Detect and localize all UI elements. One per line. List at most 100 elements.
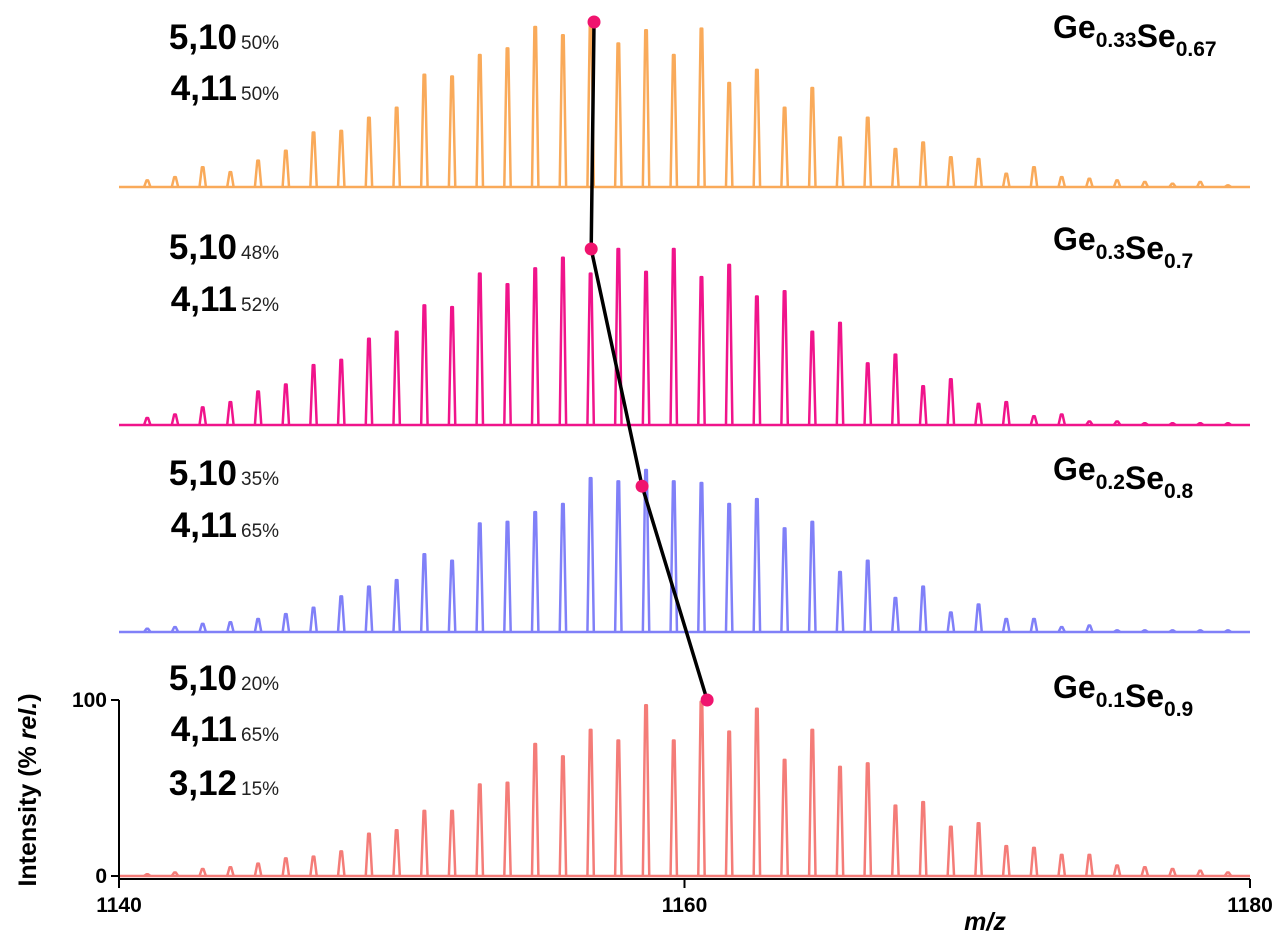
formula-subscript: 0.3 <box>1096 241 1125 264</box>
spectrum-peak <box>530 510 540 633</box>
spectrum-peak <box>946 825 956 877</box>
spectrum-peak <box>336 595 346 633</box>
formula-element: Ge <box>1053 9 1096 45</box>
spectrum-peak <box>697 481 706 633</box>
series-formula: Ge0.3Se0.7 <box>1053 221 1193 273</box>
formula-element: Se <box>1125 230 1164 266</box>
spectrum-peak <box>253 390 263 426</box>
spectrum-peak <box>1140 865 1150 877</box>
spectrum-4 <box>119 700 1250 878</box>
spectrum-peak <box>1113 629 1122 634</box>
spectrum-peak <box>281 612 291 633</box>
spectrum-peak <box>724 730 734 877</box>
spectrum-peak <box>143 872 152 878</box>
spectrum-peak <box>142 179 152 188</box>
composition-percent: 35% <box>241 469 279 490</box>
spectrum-peak <box>1085 624 1094 633</box>
spectrum-peak <box>336 358 346 426</box>
spectrum-peak <box>1223 871 1233 877</box>
spectrum-peak <box>697 27 706 188</box>
spectrum-peak <box>447 809 457 877</box>
spectrum-peak <box>835 570 845 633</box>
spectrum-peak <box>780 106 790 188</box>
spectrum-peak <box>613 42 623 188</box>
spectrum-peak <box>974 603 984 633</box>
spectrum-peak <box>1112 864 1122 877</box>
composition-label: 5,10 <box>169 228 237 267</box>
max-peak-marker <box>700 693 714 707</box>
spectrum-peak <box>447 75 457 188</box>
y-axis-title-main: Intensity (% <box>14 739 42 886</box>
y-tick-label: 100 <box>72 689 107 712</box>
composition-label: 3,12 <box>169 764 237 803</box>
spectrum-peak <box>752 497 762 633</box>
spectrum-peak <box>419 73 429 188</box>
spectrum-peak <box>309 606 318 633</box>
spectrum-peak <box>890 596 900 633</box>
spectrum-peak <box>1112 420 1122 426</box>
spectrum-1 <box>119 20 1250 189</box>
spectrum-peak <box>558 33 568 188</box>
spectrum-peak <box>1168 867 1177 877</box>
formula-element: Ge <box>1053 221 1096 257</box>
spectrum-peak <box>863 362 873 426</box>
spectrum-peak <box>1195 180 1205 188</box>
composition-label: 4,11 <box>171 69 237 108</box>
spectrum-peak <box>1001 400 1011 426</box>
spectrum-peak <box>974 157 984 188</box>
spectrum-peak <box>863 559 873 633</box>
spectrum-peak <box>780 758 790 877</box>
spectrum-peak <box>586 272 596 426</box>
y-axis-title: Intensity (% rel.) <box>14 693 42 886</box>
composition-percent: 50% <box>241 33 279 54</box>
spectrum-peak <box>890 353 900 426</box>
spectrum-peak <box>1168 182 1177 188</box>
spectrum-peak <box>198 622 208 633</box>
spectrum-peak <box>198 165 208 188</box>
series-formula: Ge0.33Se0.67 <box>1053 9 1217 61</box>
spectrum-peak <box>447 559 457 633</box>
x-tick-label: 1180 <box>1227 894 1273 917</box>
composition-label: 5,10 <box>169 659 237 698</box>
formula-subscript: 0.8 <box>1164 480 1194 503</box>
x-tick-label: 1140 <box>96 894 142 917</box>
spectrum-peak <box>890 147 900 188</box>
spectra-traces <box>119 20 1250 878</box>
spectrum-peak <box>974 402 984 426</box>
spectrum-peak <box>1140 180 1150 188</box>
spectrum-peak <box>1112 179 1122 188</box>
spectrum-peak <box>807 520 817 633</box>
trend-line <box>589 21 709 701</box>
spectrum-peak <box>281 383 291 426</box>
spectrum-peak <box>835 765 845 877</box>
composition-percent: 65% <box>241 725 279 746</box>
spectrum-peak <box>558 755 568 877</box>
spectrum-peak <box>503 47 512 188</box>
spectrum-peak <box>1140 629 1149 634</box>
composition-percent: 65% <box>241 521 279 542</box>
spectrum-peak <box>641 704 651 877</box>
spectrum-peak <box>807 330 817 426</box>
y-tick-label: 0 <box>95 865 107 888</box>
spectrum-peak <box>724 263 734 426</box>
spectrum-peak <box>1224 629 1232 634</box>
composition-label: 4,11 <box>171 710 237 749</box>
spectrum-peak <box>364 337 374 426</box>
spectrum-peak <box>641 29 651 188</box>
spectrum-peak <box>170 625 180 633</box>
spectrum-peak <box>1001 172 1011 188</box>
spectrum-peak <box>1168 421 1177 427</box>
spectrum-peak <box>1029 617 1039 633</box>
spectrum-peak <box>752 68 762 188</box>
spectrum-peak <box>1224 421 1232 427</box>
spectrum-peak <box>780 289 790 426</box>
spectrum-peak <box>392 578 402 633</box>
composition-percent: 50% <box>241 84 279 105</box>
spectrum-peak <box>1029 414 1039 426</box>
spectrum-peak <box>1057 625 1067 633</box>
spectrum-peak <box>530 267 540 426</box>
spectrum-peak <box>1057 853 1067 877</box>
spectrum-peak <box>641 270 651 426</box>
spectrum-peak <box>225 621 235 633</box>
